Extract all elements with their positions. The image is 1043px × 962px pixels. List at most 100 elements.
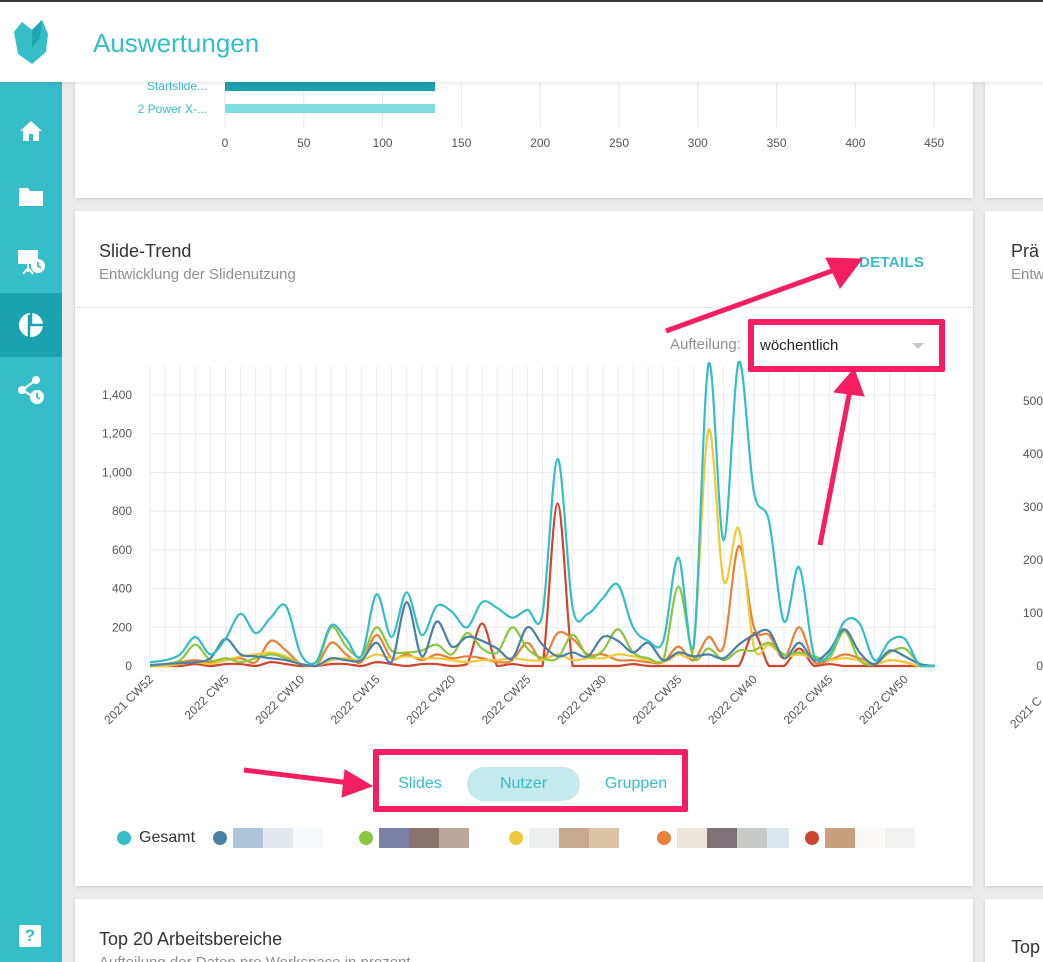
- window-top-border: [0, 0, 1043, 2]
- x-tick: 2022 CW40: [705, 672, 760, 727]
- redacted-name-swatch: [677, 828, 707, 848]
- top-20-card: Top 20 Arbeitsbereiche Aufteilung der Da…: [75, 899, 973, 962]
- right-card-subtitle: Entw: [1011, 266, 1043, 283]
- x-tick: 2022 CW20: [403, 672, 458, 727]
- y-tick: 500: [1023, 394, 1043, 408]
- highlight-select-box: [748, 319, 945, 372]
- x-tick: 50: [297, 136, 311, 150]
- app-title: Auswertungen: [93, 28, 260, 58]
- x-tick: 2022 CW5: [182, 672, 232, 722]
- sidebar-item-share[interactable]: [0, 358, 62, 422]
- redacted-name-swatch: [233, 828, 263, 848]
- top-20-title: Top 20 Arbeitsbereiche: [99, 929, 283, 949]
- bar-label-power[interactable]: 2 Power X-...: [138, 102, 207, 116]
- sidebar-item-home[interactable]: [0, 99, 62, 163]
- y-tick: 800: [112, 504, 132, 518]
- toggle-slides[interactable]: Slides: [398, 775, 442, 792]
- series-line-0: [149, 361, 935, 668]
- chevron-down-icon: [912, 343, 924, 349]
- redacted-name-swatch: [707, 828, 737, 848]
- y-tick: 1,200: [102, 427, 132, 441]
- x-tick: 450: [924, 136, 944, 150]
- x-tick: 0: [222, 136, 229, 150]
- slide-trend-title: Slide-Trend: [99, 241, 192, 261]
- legend-dot: [657, 831, 671, 845]
- redacted-name-swatch: [379, 828, 409, 848]
- help-button[interactable]: ?: [19, 925, 41, 947]
- redacted-name-swatch: [293, 828, 323, 848]
- redacted-name-swatch: [263, 828, 293, 848]
- toggle-nutzer[interactable]: Nutzer: [467, 767, 580, 801]
- legend-item-user-4[interactable]: [657, 827, 789, 849]
- y-tick: 600: [112, 543, 132, 557]
- y-tick: 400: [1023, 447, 1043, 461]
- bar-startslide: [225, 82, 435, 91]
- slide-trend-subtitle: Entwicklung der Slidenutzung: [99, 266, 296, 283]
- legend-dot: [117, 831, 131, 845]
- x-tick: 2022 CW10: [252, 672, 307, 727]
- redacted-name-swatch: [439, 828, 469, 848]
- legend-item-user-5[interactable]: [805, 827, 915, 849]
- series-line-2: [149, 585, 936, 668]
- top-bar-chart: Startslide... 2 Power X-... 0 50 100 150 200…: [138, 79, 945, 150]
- aufteilung-select-value: wöchentlich: [760, 337, 839, 354]
- share-clock-icon: [18, 376, 44, 404]
- x-tick: 2022 CW50: [856, 672, 911, 727]
- pie-chart-icon: [19, 313, 43, 337]
- y-tick: 100: [1023, 606, 1043, 620]
- redacted-name-swatch: [767, 828, 789, 848]
- redacted-name-swatch: [825, 828, 855, 848]
- x-tick: 100: [373, 136, 393, 150]
- sidebar-item-folder[interactable]: [0, 164, 62, 228]
- folder-icon: [19, 188, 43, 206]
- top-20-subtitle: Aufteilung der Daten pro Workspace in pr…: [99, 954, 411, 962]
- redacted-name-swatch: [409, 828, 439, 848]
- legend-dot: [509, 831, 523, 845]
- y-tick: 0: [125, 659, 132, 673]
- x-tick: 400: [845, 136, 865, 150]
- legend-dot: [213, 831, 227, 845]
- x-tick: 300: [688, 136, 708, 150]
- x-tick: 2022 CW30: [554, 672, 609, 727]
- legend-label-gesamt: Gesamt: [139, 829, 196, 846]
- top-bar-chart-card: Startslide... 2 Power X-... 0 50 100 150 200…: [75, 79, 973, 198]
- right-bottom-title: Top: [1011, 937, 1041, 957]
- legend-dot: [359, 831, 373, 845]
- x-tick: 2022 CW35: [630, 672, 685, 727]
- y-tick: 1,000: [102, 465, 132, 479]
- bar-label-startslide[interactable]: Startslide...: [147, 79, 207, 93]
- x-tick: 200: [530, 136, 550, 150]
- x-tick: 150: [451, 136, 471, 150]
- highlight-toggle-box: [373, 749, 688, 812]
- redacted-name-swatch: [529, 828, 559, 848]
- legend-dot: [805, 831, 819, 845]
- legend-item-user-2[interactable]: [359, 827, 469, 849]
- redacted-name-swatch: [737, 828, 767, 848]
- series-line-3: [150, 428, 935, 668]
- series-line-1: [149, 601, 936, 668]
- y-tick: 300: [1023, 500, 1043, 514]
- toggle-gruppen[interactable]: Gruppen: [604, 775, 668, 792]
- series-line-5: [150, 502, 935, 668]
- legend-item-user-1[interactable]: [213, 827, 323, 849]
- right-top-card: [985, 82, 1043, 198]
- app-logo-icon[interactable]: [10, 18, 50, 66]
- y-tick: 400: [112, 582, 132, 596]
- sidebar-item-analytics[interactable]: [0, 293, 62, 357]
- slide-trend-chart: 0 200 400 600 800 1,000 1,200 1,400 2021 CW52 20…: [101, 361, 936, 727]
- y-tick: 1,400: [102, 388, 132, 402]
- legend-item-user-3[interactable]: [509, 827, 619, 849]
- app-header: Auswertungen: [0, 2, 1043, 82]
- details-button[interactable]: DETAILS: [859, 254, 925, 271]
- x-tick: 2022 CW15: [328, 672, 383, 727]
- home-icon: [20, 121, 42, 141]
- right-card-title: Prä: [1011, 241, 1040, 261]
- sidebar-item-presentation[interactable]: [0, 229, 62, 293]
- y-tick: 200: [1023, 553, 1043, 567]
- series-line-4: [150, 544, 935, 668]
- x-tick: 2021 CW52: [101, 672, 156, 727]
- right-card-chart: 500 400 300 200 100 0 2021 C: [1007, 394, 1043, 731]
- redacted-name-swatch: [855, 828, 885, 848]
- x-tick: 2022 CW25: [479, 672, 534, 727]
- legend-item-gesamt[interactable]: Gesamt: [117, 827, 195, 849]
